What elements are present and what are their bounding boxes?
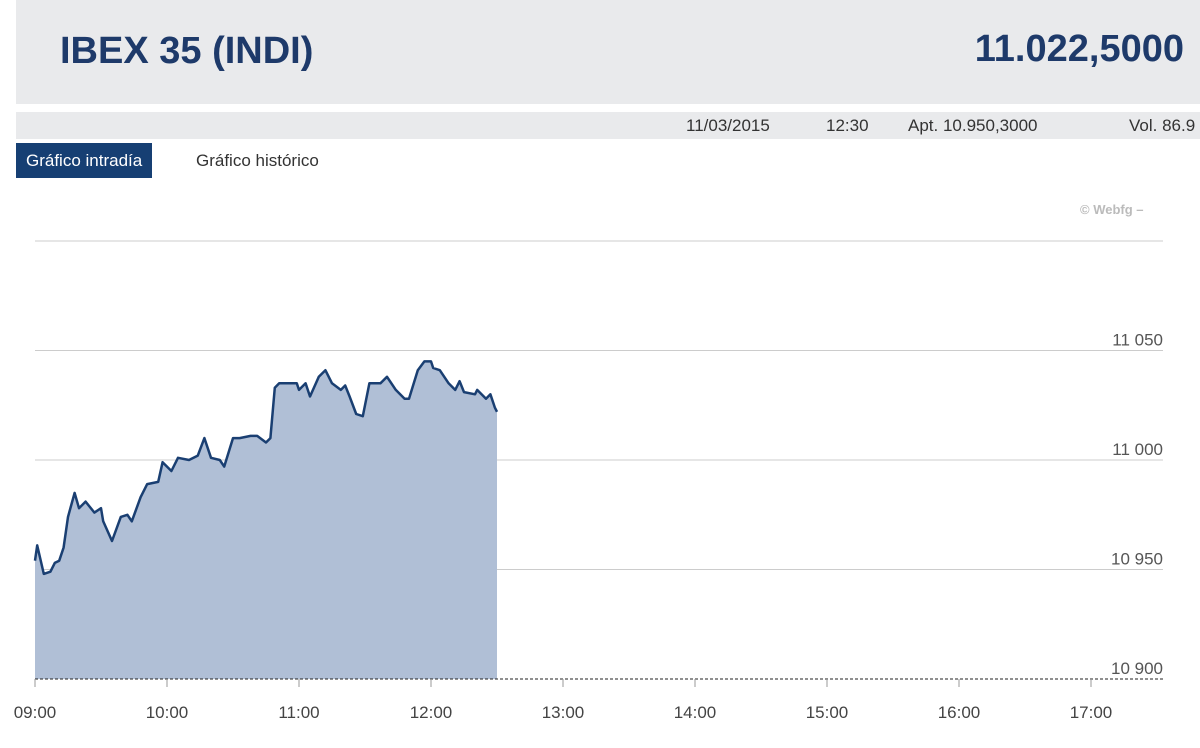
y-tick-label: 11 050 bbox=[1112, 331, 1163, 350]
quote-time: 12:30 bbox=[826, 116, 869, 135]
info-bar: 11/03/2015 12:30 Apt. 10.950,3000 Vol. 8… bbox=[16, 112, 1200, 139]
x-tick-label: 12:00 bbox=[410, 703, 453, 722]
x-tick-label: 16:00 bbox=[938, 703, 981, 722]
x-tick-label: 13:00 bbox=[542, 703, 585, 722]
quote-date: 11/03/2015 bbox=[686, 116, 770, 135]
price-line bbox=[33, 360, 499, 576]
volume: Vol. 86.9 bbox=[1129, 116, 1196, 135]
y-tick-label: 11 000 bbox=[1112, 440, 1163, 459]
x-tick-label: 11:00 bbox=[278, 703, 319, 722]
current-price: 11.022,5000 bbox=[974, 28, 1184, 70]
x-tick-label: 15:00 bbox=[806, 703, 849, 722]
tab-intraday-chart[interactable]: Gráfico intradía bbox=[16, 143, 153, 178]
y-tick-label: 10 950 bbox=[1111, 550, 1163, 569]
x-tick-label: 14:00 bbox=[674, 703, 717, 722]
index-title: IBEX 35 (INDI) bbox=[60, 30, 314, 72]
quote-header: IBEX 35 (INDI) 11.022,5000 bbox=[16, 0, 1200, 104]
chart-credit: © Webfg – bbox=[1080, 202, 1144, 217]
open-price: Apt. 10.950,3000 bbox=[908, 116, 1038, 135]
x-tick-label: 10:00 bbox=[146, 703, 189, 722]
x-tick-label: 17:00 bbox=[1070, 703, 1113, 722]
area-fill bbox=[35, 361, 497, 679]
y-tick-label: 10 900 bbox=[1111, 659, 1163, 678]
tab-historical-chart[interactable]: Gráfico histórico bbox=[196, 151, 319, 170]
x-tick-label: 09:00 bbox=[14, 703, 57, 722]
